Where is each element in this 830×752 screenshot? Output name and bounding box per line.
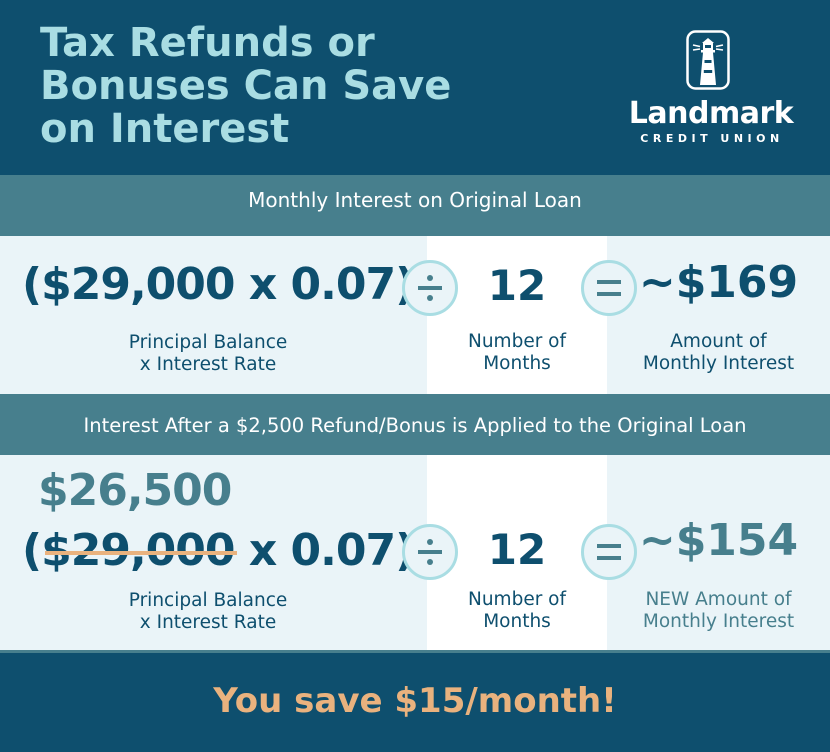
- result-label-line-1: Amount of: [670, 331, 767, 352]
- divide-icon: [402, 524, 458, 580]
- section2-formula: ($29,000 x 0.07): [22, 525, 415, 576]
- formula-label-line-1: Principal Balance: [128, 332, 288, 353]
- months-label-line-2: Months: [483, 611, 551, 632]
- section1-months-cell: 12 Number of Months: [427, 236, 607, 394]
- section2-row: $26,500 ($29,000 x 0.07) Principal Balan…: [0, 455, 830, 650]
- months-label-line-2: Months: [483, 353, 551, 374]
- result-label-line-2: Monthly Interest: [642, 353, 795, 374]
- struck-principal: $29,000: [41, 525, 237, 576]
- months-label-line-1: Number of: [467, 331, 567, 352]
- section1-formula-label: Principal Balance x Interest Rate: [0, 332, 416, 376]
- section2-formula-cell: $26,500 ($29,000 x 0.07) Principal Balan…: [0, 455, 427, 650]
- section2-months: 12: [487, 525, 547, 574]
- result-label-line-1: NEW Amount of: [645, 589, 792, 610]
- logo-subtitle: CREDIT UNION: [640, 132, 784, 145]
- formula-rest: x 0.07): [234, 525, 415, 576]
- section1-months: 12: [487, 261, 547, 310]
- title-line-1: Tax Refunds or: [40, 20, 375, 66]
- equals-icon: [581, 260, 637, 316]
- header: Tax Refunds or Bonuses Can Save on Inter…: [0, 0, 830, 175]
- landmark-logo: Landmark CREDIT UNION: [626, 30, 796, 150]
- section1-row: ($29,000 x 0.07) Principal Balance x Int…: [0, 236, 830, 394]
- section1-formula-cell: ($29,000 x 0.07) Principal Balance x Int…: [0, 236, 427, 394]
- section2-result-label: NEW Amount of Monthly Interest: [607, 589, 830, 633]
- formula-open-paren: (: [22, 525, 42, 576]
- lighthouse-icon: [686, 30, 730, 90]
- result-label-line-2: Monthly Interest: [642, 611, 795, 632]
- page-title: Tax Refunds or Bonuses Can Save on Inter…: [40, 22, 600, 151]
- formula-label-line-2: x Interest Rate: [139, 612, 277, 633]
- title-line-2: Bonuses Can Save: [40, 63, 452, 109]
- section2-heading: Interest After a $2,500 Refund/Bonus is …: [0, 394, 830, 455]
- formula-label-line-2: x Interest Rate: [139, 354, 277, 375]
- section2-months-label: Number of Months: [427, 589, 607, 633]
- section1-formula: ($29,000 x 0.07): [22, 259, 415, 310]
- section1-result: ~$169: [638, 257, 799, 308]
- section1-months-label: Number of Months: [427, 331, 607, 375]
- footer-divider: [0, 650, 830, 653]
- logo-name: Landmark: [628, 96, 794, 131]
- savings-callout: You save $15/month!: [0, 653, 830, 752]
- months-label-line-1: Number of: [467, 589, 567, 610]
- section2-formula-label: Principal Balance x Interest Rate: [0, 590, 416, 634]
- formula-label-line-1: Principal Balance: [128, 590, 288, 611]
- title-line-3: on Interest: [40, 106, 290, 152]
- section1-heading: Monthly Interest on Original Loan: [0, 175, 830, 236]
- section1-result-label: Amount of Monthly Interest: [607, 331, 830, 375]
- section2-result: ~$154: [638, 515, 799, 566]
- section1-result-cell: ~$169 Amount of Monthly Interest: [607, 236, 830, 394]
- section2-result-cell: ~$154 NEW Amount of Monthly Interest: [607, 455, 830, 650]
- section2-new-principal: $26,500: [38, 465, 232, 516]
- divide-icon: [402, 260, 458, 316]
- equals-icon: [581, 524, 637, 580]
